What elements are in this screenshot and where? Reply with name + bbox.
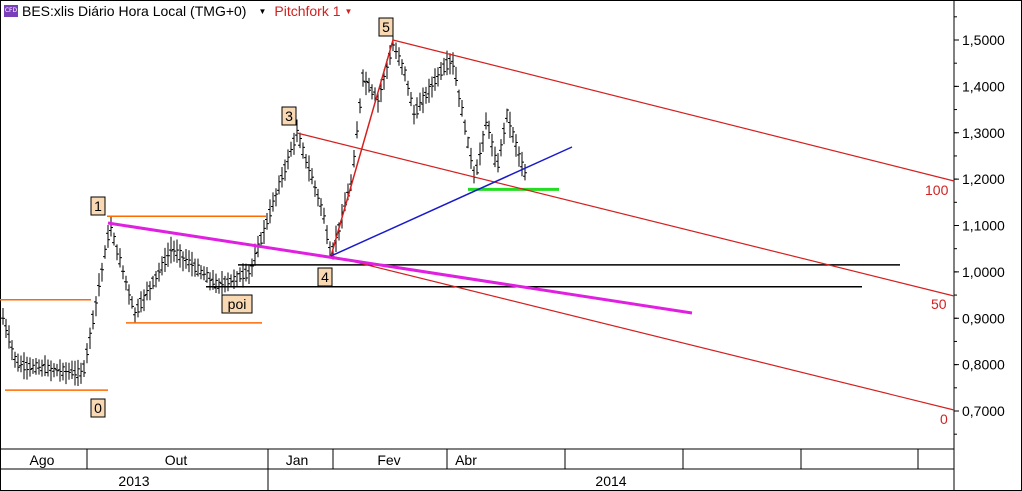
pitchfork-level-label: 50 <box>931 296 947 312</box>
wave-label-box <box>90 196 106 216</box>
y-tick-label: 1,0000 <box>962 264 1005 280</box>
wave-label: 3 <box>285 108 293 124</box>
pitchfork-level-label: 100 <box>925 182 949 198</box>
pitchfork-lower-line[interactable] <box>330 255 955 411</box>
wave-label-box <box>90 398 106 418</box>
wave-label: 1 <box>94 198 102 214</box>
wave-label: 0 <box>94 400 102 416</box>
wave-label: 5 <box>382 19 390 35</box>
wave-label-box <box>281 106 297 126</box>
x-tick-label: Fev <box>377 452 400 468</box>
wave-label: poi <box>228 296 247 312</box>
pitchfork-level-label: 0 <box>940 411 948 427</box>
x-tick-label: Out <box>165 452 188 468</box>
pitchfork-study-label[interactable]: Pitchfork 1 <box>274 3 341 19</box>
x-tick-label: Abr <box>455 452 477 468</box>
y-tick-label: 0,7000 <box>962 403 1005 419</box>
x-tick-label: Jan <box>286 452 309 468</box>
instrument-title[interactable]: BES:xlis Diário Hora Local (TMG+0) <box>22 3 247 19</box>
y-tick-label: 1,4000 <box>962 78 1005 94</box>
magenta-trendline[interactable] <box>107 221 693 315</box>
y-tick-label: 1,1000 <box>962 218 1005 234</box>
pitchfork-upper-line[interactable] <box>392 39 955 182</box>
y-tick-label: 1,5000 <box>962 32 1005 48</box>
wave-label-box <box>317 267 333 287</box>
x-tick-label: Ago <box>30 452 55 468</box>
y-tick-label: 0,8000 <box>962 357 1005 373</box>
pitchfork-handle[interactable] <box>330 39 394 257</box>
wave-label-box <box>221 294 253 314</box>
year-label-2014: 2014 <box>595 473 626 489</box>
pitchfork-chevron-down-icon[interactable]: ▼ <box>344 6 353 16</box>
year-label-2013: 2013 <box>118 473 149 489</box>
wave-label: 4 <box>321 269 329 285</box>
wave-label-box <box>378 17 394 37</box>
chart-header: CFD BES:xlis Diário Hora Local (TMG+0) ▼… <box>4 3 352 19</box>
blue-trendline[interactable] <box>330 146 573 257</box>
y-tick-label: 0,9000 <box>962 310 1005 326</box>
y-tick-label: 1,2000 <box>962 171 1005 187</box>
pitchfork-median-line[interactable] <box>296 132 955 297</box>
cfd-icon: CFD <box>4 5 18 17</box>
y-tick-label: 1,3000 <box>962 125 1005 141</box>
chevron-down-icon[interactable]: ▼ <box>258 6 267 16</box>
